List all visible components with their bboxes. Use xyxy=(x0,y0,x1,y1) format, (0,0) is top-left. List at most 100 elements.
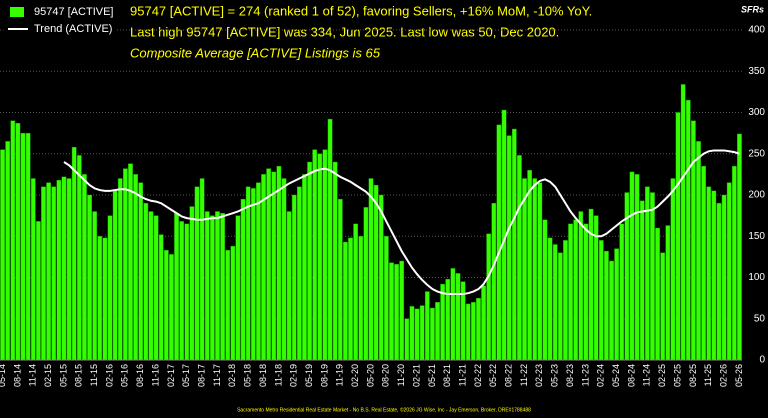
bar xyxy=(46,182,51,361)
bar xyxy=(322,149,328,361)
y-tick-label: 50 xyxy=(754,313,766,324)
bar xyxy=(332,161,338,361)
legend-label: 95747 [ACTIVE] xyxy=(34,6,114,18)
bar xyxy=(245,186,251,361)
bar xyxy=(36,221,41,361)
bar xyxy=(685,99,691,361)
bar xyxy=(609,260,614,361)
bar xyxy=(143,203,149,361)
y-tick-label: 200 xyxy=(748,190,765,201)
x-tick-label: 02-22 xyxy=(473,364,483,387)
bar xyxy=(614,248,619,361)
x-tick-label: 08-20 xyxy=(381,364,391,387)
bar xyxy=(675,112,681,361)
bar xyxy=(92,211,98,361)
bar xyxy=(0,149,5,361)
bar xyxy=(102,237,108,361)
x-tick-label: 08-17 xyxy=(197,364,207,387)
bar xyxy=(701,165,706,361)
x-tick-label: 08-22 xyxy=(504,364,514,387)
bar xyxy=(532,178,538,361)
bar xyxy=(563,240,568,361)
annotation: Last high 95747 [ACTIVE] was 334, Jun 20… xyxy=(130,24,559,39)
x-tick-label: 05-15 xyxy=(58,364,68,387)
bar xyxy=(107,215,113,361)
bar xyxy=(235,215,241,361)
bar xyxy=(650,192,655,361)
x-tick-label: 11-24 xyxy=(642,364,652,386)
bar xyxy=(527,170,532,361)
bar xyxy=(10,120,16,361)
bar xyxy=(542,219,548,361)
x-tick-label: 11-25 xyxy=(703,364,713,386)
x-tick-label: 02-23 xyxy=(534,364,544,387)
bar xyxy=(389,262,394,361)
y-tick-label: 0 xyxy=(759,355,765,366)
y-tick-label: 350 xyxy=(748,66,765,77)
bar xyxy=(87,194,92,361)
bar xyxy=(496,124,502,361)
bar xyxy=(41,186,46,361)
x-tick-label: 02-25 xyxy=(657,364,667,387)
legend-swatch xyxy=(10,7,24,17)
x-tick-label: 11-18 xyxy=(273,364,283,386)
bar xyxy=(302,174,307,361)
bar xyxy=(250,188,256,361)
bar xyxy=(435,302,440,361)
x-tick-label: 05-21 xyxy=(427,364,437,387)
bar xyxy=(419,305,425,361)
bar xyxy=(660,252,666,361)
y-tick-label: 250 xyxy=(748,148,765,159)
y-tick-label: 300 xyxy=(748,107,765,118)
bar xyxy=(117,178,123,361)
bar xyxy=(394,264,399,361)
trend-line xyxy=(63,149,740,295)
bar xyxy=(470,302,476,361)
bar xyxy=(271,171,277,361)
x-tick-label: 11-23 xyxy=(580,364,590,386)
bar xyxy=(481,285,486,361)
bar xyxy=(82,174,87,361)
bar xyxy=(286,211,292,361)
bar xyxy=(691,120,696,361)
x-tick-label: 08-18 xyxy=(258,364,268,387)
bar xyxy=(476,297,481,361)
bar xyxy=(169,254,174,361)
x-tick-label: 02-17 xyxy=(166,364,176,387)
bar xyxy=(368,178,374,361)
x-tick-label: 05-14 xyxy=(0,364,7,387)
legend-label: Trend (ACTIVE) xyxy=(34,23,112,35)
bar xyxy=(5,141,11,361)
bar xyxy=(726,182,732,361)
bar xyxy=(133,174,138,361)
x-tick-label: 05-16 xyxy=(120,364,130,387)
bar xyxy=(56,179,62,361)
bar xyxy=(373,184,379,361)
bar xyxy=(737,133,742,361)
bar xyxy=(573,219,579,361)
bar xyxy=(158,234,164,361)
bar xyxy=(706,186,712,361)
x-tick-label: 11-17 xyxy=(212,364,222,386)
x-tick-label: 05-18 xyxy=(243,364,253,387)
bar xyxy=(353,223,358,361)
bar xyxy=(731,165,737,361)
y-tick-label: 400 xyxy=(748,25,765,36)
bar xyxy=(153,215,159,361)
bar xyxy=(256,182,261,361)
bar xyxy=(348,237,353,361)
bar xyxy=(440,283,445,361)
bar xyxy=(30,178,36,361)
bar xyxy=(327,118,333,361)
x-tick-label: 11-22 xyxy=(519,364,529,386)
bar xyxy=(716,203,722,361)
bar xyxy=(61,176,67,361)
bar xyxy=(450,268,456,361)
x-tick-label: 08-24 xyxy=(626,364,636,387)
bar xyxy=(644,186,650,361)
x-tick-label: 08-23 xyxy=(565,364,575,387)
bar xyxy=(424,291,430,361)
x-tick-label: 05-24 xyxy=(611,364,621,387)
